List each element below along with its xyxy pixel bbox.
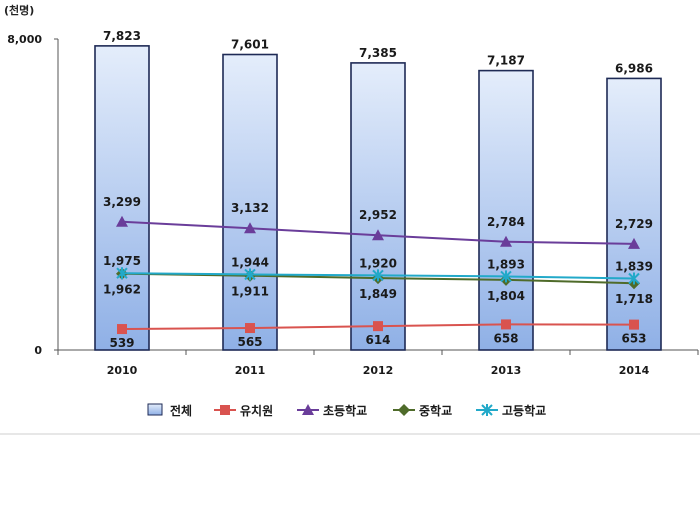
point-data-label: 2,952 <box>359 208 397 222</box>
legend-swatch <box>147 403 163 416</box>
y-tick-label: 0 <box>34 344 42 357</box>
legend-item: 초등학교 <box>297 403 367 418</box>
x-tick-label: 2010 <box>107 364 138 377</box>
point-data-label: 614 <box>365 333 390 347</box>
legend-label: 전체 <box>170 403 192 418</box>
series-point <box>500 235 512 247</box>
point-data-label: 1,849 <box>359 287 397 301</box>
point-data-label: 539 <box>109 336 134 350</box>
plot-area: 8,000 0 2010 2011 2012 2013 2014 7,823 7,601 7,38… <box>7 29 699 377</box>
series-point <box>373 321 383 332</box>
x-tick-label: 2014 <box>619 364 650 377</box>
y-tick-label: 8,000 <box>7 33 42 46</box>
point-data-label: 1,718 <box>615 292 653 306</box>
unit-label: (천명) <box>4 3 34 17</box>
bar-total <box>606 77 662 351</box>
legend-item: 중학교 <box>393 403 452 418</box>
series-point <box>628 237 640 249</box>
point-data-label: 1,911 <box>231 285 269 299</box>
legend-label: 고등학교 <box>502 403 546 418</box>
legend-item: 전체 <box>147 403 192 418</box>
bar-total <box>94 45 150 351</box>
series-point <box>117 324 127 335</box>
legend-marker <box>481 404 493 416</box>
bar-data-label: 7,823 <box>103 29 141 43</box>
legend-marker <box>398 404 410 416</box>
point-data-label: 1,962 <box>103 283 141 297</box>
series-point <box>245 323 255 334</box>
point-data-label: 653 <box>621 332 646 346</box>
point-data-label: 3,132 <box>231 201 269 215</box>
series-point <box>628 272 640 285</box>
series-point <box>116 215 128 227</box>
legend-marker <box>302 404 314 415</box>
legend-item: 유치원 <box>214 403 273 418</box>
point-data-label: 3,299 <box>103 195 141 209</box>
legend-label: 중학교 <box>419 403 452 418</box>
x-tick-label: 2013 <box>491 364 522 377</box>
point-data-label: 658 <box>493 331 518 345</box>
legend-label: 초등학교 <box>323 403 367 418</box>
series-point <box>116 267 128 280</box>
series-point <box>501 319 511 330</box>
x-tick-label: 2011 <box>235 364 266 377</box>
legend-item: 고등학교 <box>476 403 546 418</box>
bar-data-label: 7,385 <box>359 46 397 60</box>
series-point <box>629 319 639 330</box>
legend-marker <box>220 405 230 415</box>
x-tick-label: 2012 <box>363 364 394 377</box>
bar-total <box>478 69 534 351</box>
point-data-label: 2,729 <box>615 217 653 231</box>
series-point <box>244 222 256 234</box>
point-data-label: 1,975 <box>103 254 141 268</box>
bar-data-label: 6,986 <box>615 61 653 75</box>
point-data-label: 1,839 <box>615 260 653 274</box>
point-data-label: 1,944 <box>231 255 269 269</box>
point-data-label: 1,893 <box>487 257 525 271</box>
series-point <box>500 270 512 283</box>
point-data-label: 565 <box>237 335 262 349</box>
series-point <box>372 269 384 282</box>
point-data-label: 1,804 <box>487 289 525 303</box>
bar-total <box>350 62 406 351</box>
bar-total <box>222 53 278 351</box>
legend-label: 유치원 <box>240 403 273 418</box>
point-data-label: 2,784 <box>487 215 525 229</box>
point-data-label: 1,920 <box>359 256 397 270</box>
bar-data-label: 7,187 <box>487 54 525 68</box>
series-point <box>372 229 384 241</box>
series-point <box>244 268 256 281</box>
bar-data-label: 7,601 <box>231 38 269 52</box>
legend: 전체 유치원 초등학교 중학교 고등학교 <box>147 403 546 418</box>
